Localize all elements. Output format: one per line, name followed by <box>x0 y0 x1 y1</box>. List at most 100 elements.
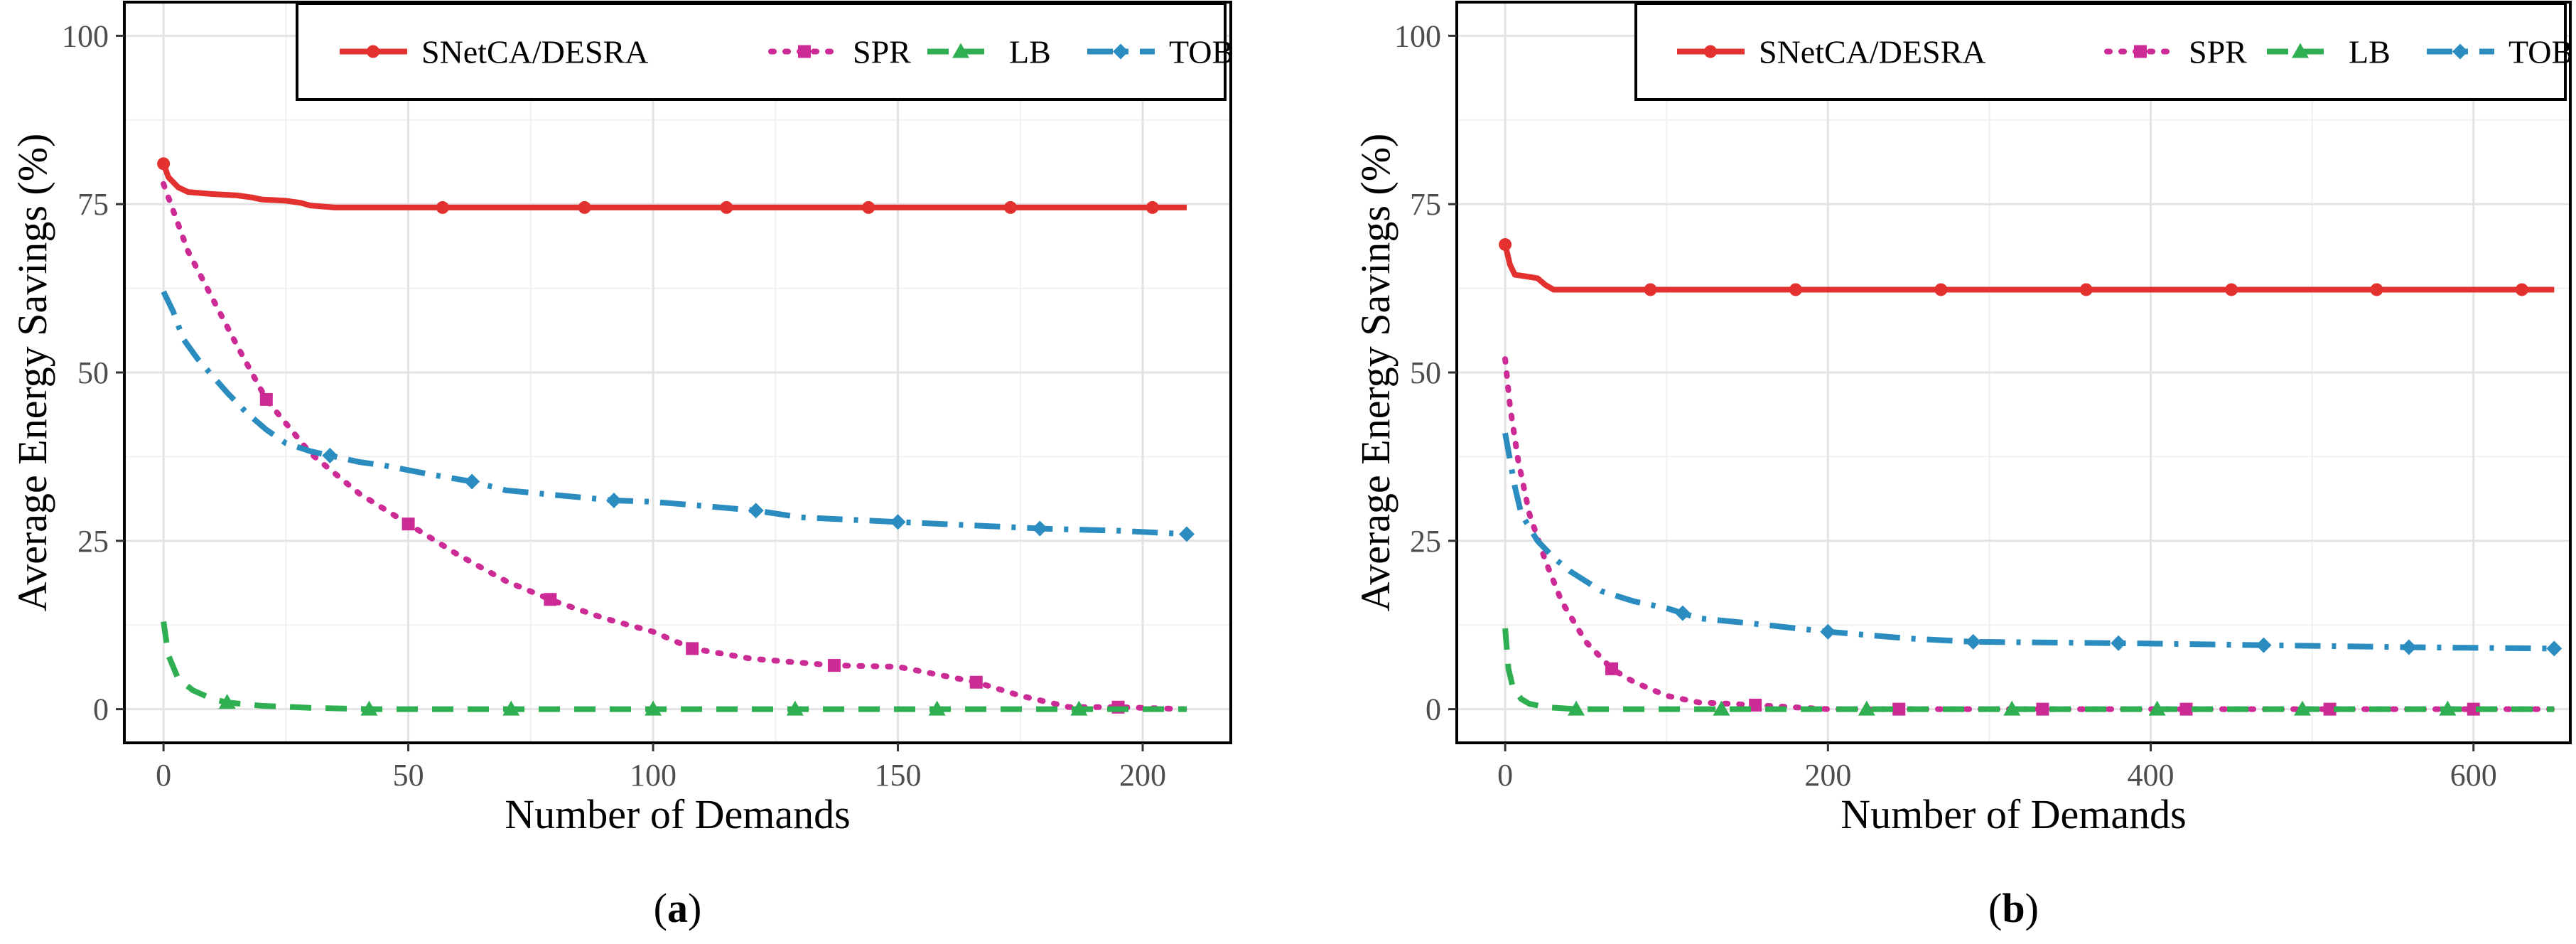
data-point-snetca-desra <box>1003 200 1017 214</box>
data-point-snetca-desra <box>2515 283 2528 296</box>
data-point-tob <box>1674 605 1691 621</box>
x-tick-label: 200 <box>1804 758 1851 793</box>
data-point-snetca-desra <box>2225 283 2238 296</box>
data-point-tob <box>2256 637 2272 653</box>
data-point-tob <box>1178 526 1195 542</box>
data-point-spr <box>1749 698 1762 712</box>
data-point-snetca-desra <box>1644 283 1657 296</box>
legend-swatch-marker <box>2292 43 2309 58</box>
data-point-snetca-desra <box>1499 238 1512 252</box>
data-point-spr <box>544 593 557 606</box>
data-point-tob <box>1965 633 1981 650</box>
data-point-tob <box>1032 520 1048 537</box>
legend-swatch-marker <box>798 45 811 58</box>
data-point-tob <box>2111 635 2127 651</box>
data-point-snetca-desra <box>2079 283 2093 296</box>
legend-label: SNetCA/DESRA <box>1759 34 1985 70</box>
data-point-tob <box>890 514 906 530</box>
data-point-spr <box>827 659 841 672</box>
data-point-lb <box>2439 700 2457 716</box>
data-point-tob <box>1820 623 1836 640</box>
data-point-lb <box>2003 700 2021 716</box>
data-point-lb <box>928 700 946 716</box>
caption-paren-close: ) <box>2025 885 2039 931</box>
x-tick-label: 400 <box>2128 758 2174 793</box>
data-point-tob <box>748 503 764 519</box>
legend-label: SNetCA/DESRA <box>421 34 648 70</box>
data-point-spr <box>259 392 273 406</box>
series-line-snetca-desra <box>1502 244 2555 293</box>
y-tick-label: 100 <box>1394 18 1441 53</box>
data-point-snetca-desra <box>1146 200 1159 214</box>
legend-box <box>1634 2 2567 101</box>
x-axis-title: Number of Demands <box>505 791 850 837</box>
series-line-lb <box>1502 628 2555 712</box>
panel-caption: (b) <box>1988 885 2039 931</box>
y-tick-label: 75 <box>1410 187 1441 222</box>
y-tick-label: 0 <box>93 692 109 727</box>
legend-label: SPR <box>2189 34 2247 70</box>
data-point-spr <box>2467 702 2480 716</box>
y-tick-label: 100 <box>62 18 109 53</box>
series-line-tob <box>1502 432 2555 652</box>
series-line-spr <box>1502 356 2558 712</box>
caption-paren-open: ( <box>1988 885 2002 931</box>
series-line-snetca-desra <box>161 162 1187 210</box>
series-line-lb <box>161 621 1187 712</box>
legend-label: TOB <box>1169 34 1234 70</box>
data-point-snetca-desra <box>1934 283 1948 296</box>
legend-swatch-marker <box>2452 43 2468 60</box>
caption-paren-close: ) <box>688 885 701 931</box>
data-point-lb <box>645 700 662 716</box>
data-point-spr <box>686 642 699 655</box>
x-tick-label: 600 <box>2450 758 2497 793</box>
legend-swatch-marker <box>1704 45 1717 58</box>
y-tick-label: 25 <box>1410 524 1441 559</box>
x-tick-label: 100 <box>630 758 677 793</box>
data-point-tob <box>464 473 480 490</box>
data-point-lb <box>2294 700 2312 716</box>
x-tick-label: 50 <box>393 758 424 793</box>
data-point-lb <box>360 700 378 716</box>
data-point-snetca-desra <box>157 157 171 171</box>
y-tick-label: 0 <box>1426 692 1441 727</box>
x-tick-label: 0 <box>1497 758 1513 793</box>
caption-letter: b <box>2002 885 2025 931</box>
data-point-tob <box>2400 639 2417 655</box>
data-point-tob <box>605 492 622 508</box>
data-point-snetca-desra <box>436 200 449 214</box>
y-tick-label: 50 <box>1410 355 1441 390</box>
data-point-snetca-desra <box>2370 283 2383 296</box>
legend-swatch-marker <box>367 45 379 58</box>
legend-swatch-marker <box>2134 45 2147 58</box>
series-line-tob <box>161 290 1187 537</box>
panel-caption: (a) <box>654 885 702 931</box>
data-point-snetca-desra <box>578 200 591 214</box>
y-tick-label: 25 <box>77 524 109 559</box>
data-point-lb <box>502 700 520 716</box>
legend-label: TOB <box>2508 34 2573 70</box>
legend-box <box>296 2 1227 101</box>
data-point-lb <box>1568 700 1585 716</box>
x-axis-title: Number of Demands <box>1841 791 2186 837</box>
data-point-lb <box>1070 700 1088 716</box>
legend-label: LB <box>1009 34 1051 70</box>
x-tick-label: 200 <box>1119 758 1166 793</box>
data-point-spr <box>402 517 415 531</box>
x-tick-label: 150 <box>875 758 922 793</box>
data-point-snetca-desra <box>862 200 875 214</box>
y-axis-title: Average Energy Savings (%) <box>9 134 55 612</box>
caption-paren-open: ( <box>654 885 667 931</box>
data-point-lb <box>218 694 236 709</box>
legend-label: LB <box>2349 34 2391 70</box>
data-point-spr <box>2179 702 2193 716</box>
data-point-lb <box>1713 700 1730 716</box>
data-point-spr <box>1605 662 1619 675</box>
caption-letter: a <box>667 885 688 931</box>
y-axis-title: Average Energy Savings (%) <box>1352 134 1399 612</box>
data-point-spr <box>1892 702 1906 716</box>
legend-swatch-marker <box>952 43 969 58</box>
data-point-spr <box>2036 702 2049 716</box>
data-point-lb <box>786 700 804 716</box>
